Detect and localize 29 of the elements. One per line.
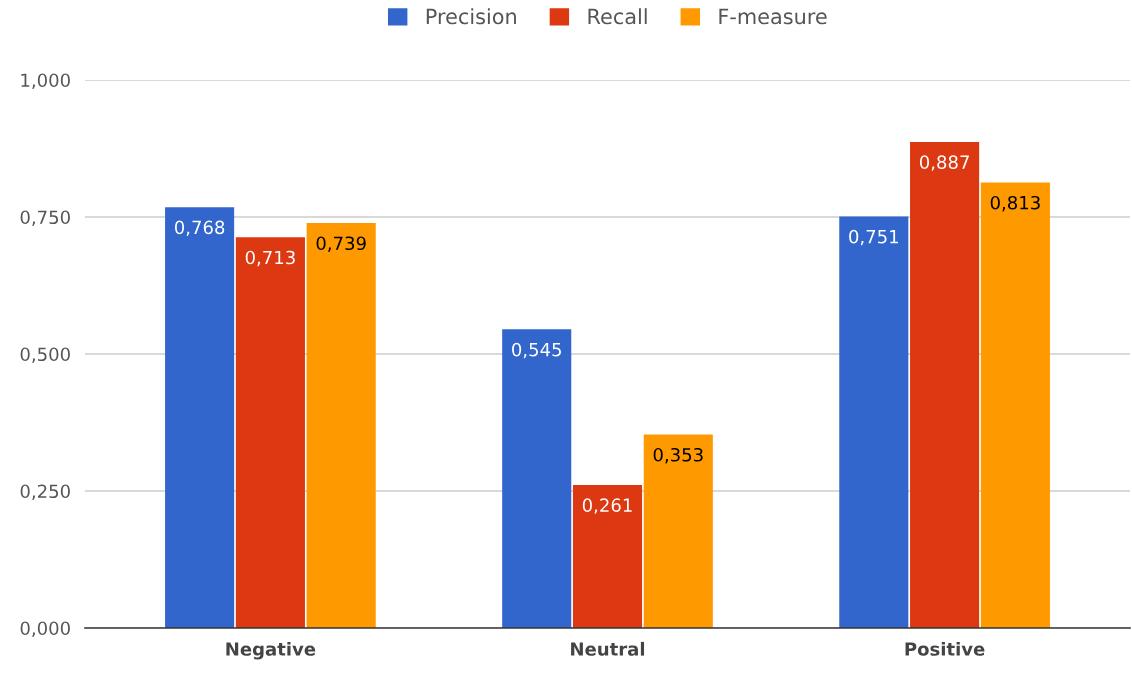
- bar: [502, 329, 572, 628]
- data-label: 0,768: [174, 220, 225, 237]
- y-tick-label: 1,000: [21, 73, 70, 89]
- data-label: 0,545: [512, 342, 561, 359]
- data-label: 0,713: [245, 250, 295, 267]
- legend-label: Precision: [426, 8, 516, 25]
- data-label: 0,813: [990, 195, 1040, 212]
- bar: [643, 434, 713, 628]
- y-tick-label: 0,000: [20, 621, 70, 637]
- bar: [572, 484, 643, 628]
- legend-label: F-measure: [719, 8, 827, 25]
- y-tick-label: 0,500: [20, 347, 70, 363]
- x-tick-label: Positive: [905, 641, 985, 656]
- bar: [910, 141, 980, 628]
- x-tick-label: Neutral: [571, 641, 645, 656]
- bar: [839, 216, 909, 628]
- y-tick-label: 0,250: [20, 484, 70, 500]
- data-label: 0,739: [316, 236, 366, 252]
- bar: [235, 237, 305, 628]
- bar: [165, 207, 235, 628]
- data-label: 0,261: [582, 498, 632, 514]
- legend-label: Recall: [588, 8, 647, 25]
- bar: [980, 182, 1050, 628]
- data-label: 0,887: [919, 155, 969, 171]
- data-label: 0,751: [849, 229, 898, 246]
- y-tick-label: 0,750: [20, 210, 70, 226]
- bar: [306, 223, 376, 628]
- x-tick-label: Negative: [226, 641, 316, 660]
- data-label: 0,353: [653, 447, 703, 464]
